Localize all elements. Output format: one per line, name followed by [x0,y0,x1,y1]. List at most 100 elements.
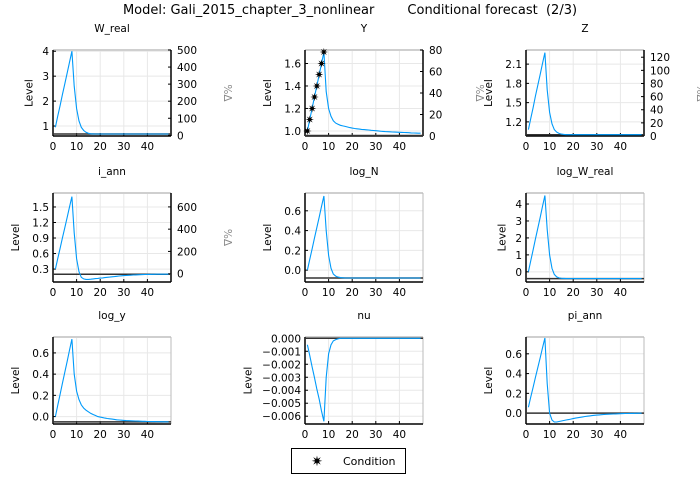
y2-tick-label: 400 [177,62,197,74]
x-tick-label: 30 [117,429,130,441]
y2-axis-label: %Δ [473,84,485,102]
legend-box [291,448,406,474]
y2-tick-label: 600 [177,202,197,214]
x-tick-label: 40 [614,287,627,299]
subplot-y: 0 10 20 30 401.01.21.41.6020406080%ΔYLevel✷✷… [262,23,485,153]
x-tick-label: 20 [346,429,359,441]
x-tick-label: 20 [346,141,359,153]
x-tick-label: 30 [117,287,130,299]
x-tick-label: 0 [50,287,57,299]
x-tick-label: 30 [369,287,382,299]
forecast-series-line [527,52,642,136]
y-tick-label: −0.003 [262,372,301,384]
subplot-log-y: 0 10 20 30 40 0.0 0.2 0.4 0.6 log_y Level [10,310,172,441]
y2-axis-label: %Δ [221,84,233,102]
y-tick-label: 0.6 [32,249,49,261]
y2-tick-label: 0 [429,131,436,143]
y-tick-label: 0.0 [32,412,49,424]
x-tick-label: 40 [141,429,154,441]
y-axis-label: Level [496,224,508,252]
subplot-z: 0 10 20 30 401.21.51.82.1020406080100120%ΔZL… [483,23,700,153]
x-tick-label: 30 [590,429,603,441]
y-tick-label: 1.2 [32,217,49,229]
y-tick-label: 1.5 [505,98,522,110]
y-axis-label: Level [483,79,495,107]
y-tick-label: 0 [515,267,522,279]
x-tick-label: 10 [543,287,556,299]
legend-label: Condition [343,455,396,468]
y-tick-label: 2 [515,233,522,245]
condition-marker: ✷ [305,114,314,127]
y-tick-label: 0.2 [284,245,301,257]
x-tick-label: 30 [369,429,382,441]
subplot-title: log_y [98,310,125,322]
legend: ✷ Condition [291,448,406,474]
y-tick-label: −0.006 [262,411,301,423]
condition-marker: ✷ [312,80,321,93]
y2-tick-label: 400 [177,224,197,236]
y-tick-label: 1.0 [284,126,301,138]
y2-tick-label: 40 [650,105,663,117]
y2-tick-label: 60 [429,67,442,79]
subplot-title: Z [581,23,588,35]
y-tick-label: 0.3 [32,264,49,276]
y2-tick-label: 80 [650,78,663,90]
y2-axis-label: %Δ [221,229,233,247]
x-tick-label: 10 [70,287,83,299]
y2-tick-label: 200 [177,246,197,258]
subplot-w-real: 0 10 20 30 4012340100200300400500%ΔW_realLev… [23,23,233,153]
y2-tick-label: 0 [177,130,184,142]
x-tick-label: 0 [523,429,530,441]
x-tick-label: 40 [393,141,406,153]
x-tick-label: 20 [567,429,580,441]
y-tick-label: 0.6 [32,348,49,360]
x-tick-label: 10 [70,141,83,153]
condition-marker: ✷ [317,57,326,70]
y2-tick-label: 20 [650,118,663,130]
x-tick-label: 30 [369,141,382,153]
subplot-log-w-real: 0 10 20 30 40 0 1 2 3 4 log_W_real Level [496,166,645,299]
y-tick-label: 1 [42,121,49,133]
x-tick-label: 40 [141,287,154,299]
y2-tick-label: 300 [177,79,197,91]
x-tick-label: 10 [322,429,335,441]
y-tick-label: 0.6 [284,206,301,218]
subplot-nu: 0 10 20 30 400.000−0.001−0.002−0.003−0.004−0… [242,310,424,441]
y-tick-label: 0.4 [284,226,301,238]
x-tick-label: 10 [543,141,556,153]
subplot-title: nu [357,310,370,322]
x-tick-label: 20 [567,141,580,153]
y-tick-label: 3 [42,71,49,83]
y-tick-label: 0.000 [271,333,301,345]
y-tick-label: 2.1 [505,59,522,71]
y-tick-label: 0.2 [505,388,522,400]
x-tick-label: 0 [523,287,530,299]
forecast-series-line [54,338,169,423]
y-tick-label: 0.6 [505,349,522,361]
subplot-title: pi_ann [568,310,603,322]
x-tick-label: 0 [50,429,57,441]
y-axis-label: Level [10,367,22,395]
x-tick-label: 30 [590,141,603,153]
y2-tick-label: 100 [650,65,670,77]
y2-tick-label: 0 [177,269,184,281]
y2-tick-label: 60 [650,92,663,104]
forecast-series-line [527,195,642,280]
y-tick-label: −0.004 [262,385,301,397]
y-tick-label: 0.0 [284,265,301,277]
x-tick-label: 20 [94,141,107,153]
subplot-title: W_real [94,23,130,35]
y-tick-label: 0.0 [505,408,522,420]
y2-tick-label: 40 [429,88,442,100]
y-axis-label: Level [10,224,22,252]
x-tick-label: 10 [543,429,556,441]
y-tick-label: 1 [515,250,522,262]
y-tick-label: 0.4 [505,369,522,381]
y2-axis-label: %Δ [694,84,700,102]
y2-tick-label: 120 [650,52,670,64]
y2-tick-label: 100 [177,113,197,125]
x-tick-label: 30 [590,287,603,299]
y-axis-label: Level [23,79,35,107]
x-tick-label: 0 [302,429,309,441]
